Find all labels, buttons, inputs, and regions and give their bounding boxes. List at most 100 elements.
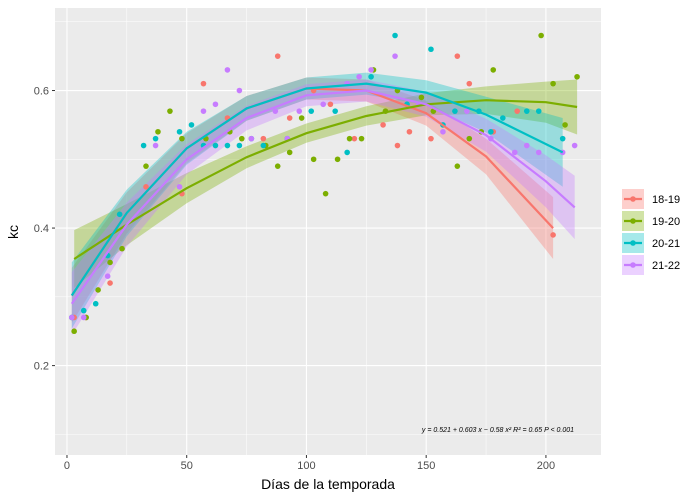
x-tick-label: 200 — [537, 460, 555, 472]
data-point-18-19 — [351, 135, 358, 142]
data-point-21-22 — [535, 149, 542, 156]
data-point-19-20 — [167, 108, 173, 114]
data-point-20-21 — [224, 142, 231, 149]
data-point-21-22 — [236, 87, 243, 94]
data-point-21-22 — [200, 108, 207, 114]
legend-point-18-19 — [630, 196, 636, 202]
panel-background — [55, 8, 601, 455]
y-tick-label: 0.4 — [34, 223, 49, 235]
data-point-21-22 — [152, 142, 159, 149]
legend-label: 18-19 — [652, 194, 680, 206]
data-point-21-22 — [392, 53, 398, 59]
fit-line-21-22 — [70, 89, 576, 305]
data-point-19-20 — [466, 135, 473, 142]
data-point-19-20 — [155, 128, 161, 135]
data-point-20-21 — [500, 115, 506, 121]
data-point-21-22 — [224, 67, 231, 73]
data-point-18-19 — [274, 53, 281, 59]
confidence-band-20-21 — [71, 72, 563, 329]
data-point-20-21 — [332, 108, 338, 114]
data-point-21-22 — [80, 314, 87, 321]
confidence-band-21-22 — [71, 79, 575, 336]
data-point-19-20 — [143, 163, 149, 169]
data-point-19-20 — [490, 67, 497, 73]
data-point-21-22 — [104, 273, 111, 280]
data-point-18-19 — [428, 135, 434, 142]
fit-equation-annotation: y = 0.521 + 0.603 x − 0.58 x² R² = 0.65 … — [421, 427, 574, 434]
legend-label: 19-20 — [652, 216, 680, 228]
data-point-19-20 — [454, 163, 461, 169]
fit-lines — [70, 82, 578, 305]
data-point-21-22 — [320, 101, 327, 108]
data-point-21-22 — [296, 108, 303, 114]
data-point-19-20 — [107, 259, 113, 266]
data-point-19-20 — [346, 135, 353, 142]
data-point-18-19 — [394, 142, 401, 149]
data-point-20-21 — [152, 135, 159, 142]
data-point-18-19 — [260, 135, 267, 142]
data-point-19-20 — [574, 73, 580, 80]
data-point-20-21 — [92, 300, 99, 307]
data-point-20-21 — [344, 149, 350, 156]
data-point-20-21 — [176, 128, 183, 135]
x-tick-label: 50 — [181, 460, 193, 472]
data-point-19-20 — [119, 245, 125, 252]
data-point-20-21 — [116, 211, 123, 218]
x-tick-label: 150 — [417, 460, 435, 472]
data-point-19-20 — [274, 163, 281, 169]
data-point-18-19 — [107, 280, 113, 286]
data-point-19-20 — [334, 156, 341, 163]
data-point-19-20 — [95, 287, 101, 293]
data-point-21-22 — [511, 149, 518, 156]
legend-label: 20-21 — [652, 238, 680, 250]
confidence-band-19-20 — [74, 79, 578, 288]
fit-line-20-21 — [70, 82, 564, 297]
data-point-18-19 — [466, 80, 473, 87]
data-point-20-21 — [236, 142, 243, 149]
data-point-21-22 — [272, 108, 279, 114]
x-tick-label: 0 — [64, 460, 70, 472]
data-point-21-22 — [523, 142, 530, 149]
data-point-21-22 — [68, 314, 75, 321]
data-point-19-20 — [310, 156, 317, 163]
data-point-18-19 — [514, 108, 520, 114]
confidence-bands — [71, 72, 578, 336]
data-point-20-21 — [535, 108, 542, 114]
legend-point-21-22 — [630, 262, 636, 268]
y-tick-label: 0.2 — [34, 361, 49, 373]
data-point-20-21 — [188, 122, 195, 128]
data-point-20-21 — [260, 142, 267, 149]
data-point-20-21 — [212, 142, 219, 149]
data-point-19-20 — [286, 149, 293, 156]
x-tick-label: 100 — [297, 460, 315, 472]
data-point-19-20 — [179, 135, 185, 142]
data-point-20-21 — [452, 108, 458, 114]
data-point-19-20 — [298, 115, 305, 121]
data-point-18-19 — [406, 128, 413, 135]
data-point-21-22 — [176, 184, 183, 190]
data-point-19-20 — [538, 32, 544, 39]
x-axis-title: Días de la temporada — [261, 476, 395, 492]
data-point-20-21 — [428, 46, 434, 53]
data-point-20-21 — [368, 73, 374, 80]
data-point-18-19 — [143, 184, 149, 190]
grid-major — [55, 8, 601, 455]
data-point-20-21 — [392, 32, 398, 39]
legend: 18-19 19-20 20-21 21-22 — [622, 189, 680, 275]
data-point-19-20 — [418, 94, 425, 101]
data-point-20-21 — [140, 142, 147, 149]
y-axis-title: kc — [5, 225, 21, 239]
legend-point-19-20 — [630, 218, 636, 224]
data-point-19-20 — [562, 122, 568, 128]
data-point-19-20 — [238, 135, 245, 142]
data-point-21-22 — [356, 73, 362, 80]
data-point-21-22 — [464, 108, 470, 114]
data-point-18-19 — [550, 232, 556, 238]
data-point-18-19 — [454, 53, 461, 59]
data-point-20-21 — [523, 108, 530, 114]
data-point-20-21 — [308, 108, 315, 114]
data-point-18-19 — [200, 80, 207, 87]
data-point-18-19 — [327, 101, 334, 108]
data-point-19-20 — [550, 80, 556, 87]
